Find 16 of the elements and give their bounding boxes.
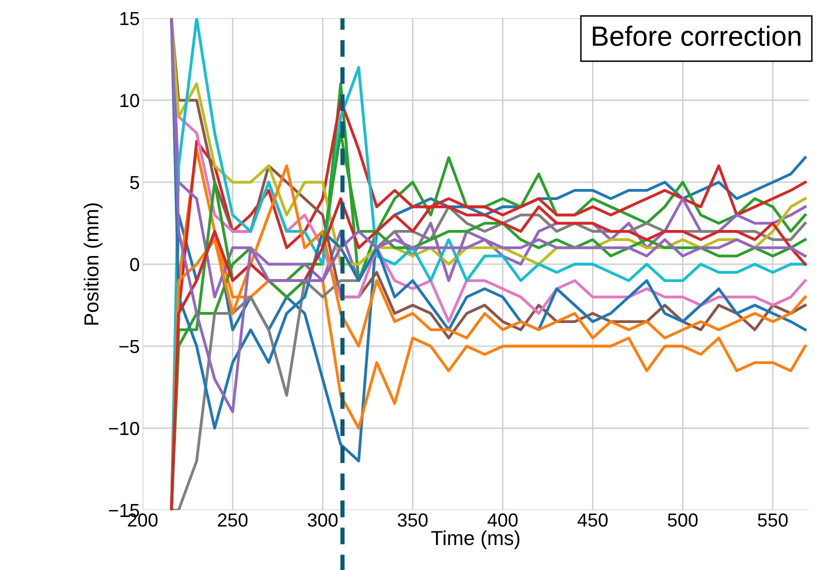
y-tick-label: 5 xyxy=(130,176,140,190)
y-tick-label: −5 xyxy=(119,340,140,354)
x-tick-label: 450 xyxy=(578,513,608,527)
y-tick-label: 10 xyxy=(120,94,140,108)
y-axis-title: Position (mm) xyxy=(84,203,102,325)
x-tick-label: 250 xyxy=(218,513,248,527)
x-tick-label: 400 xyxy=(488,513,518,527)
x-tick-label: 300 xyxy=(308,513,338,527)
y-tick-label: 0 xyxy=(130,258,140,272)
x-tick-label: 500 xyxy=(668,513,698,527)
x-tick-label: 550 xyxy=(758,513,788,527)
y-tick-label: −10 xyxy=(108,422,140,436)
x-axis-title: Time (ms) xyxy=(431,530,520,550)
x-tick-label: 350 xyxy=(398,513,428,527)
annotation: Before correction xyxy=(592,26,800,46)
y-tick-label: 15 xyxy=(120,12,140,26)
